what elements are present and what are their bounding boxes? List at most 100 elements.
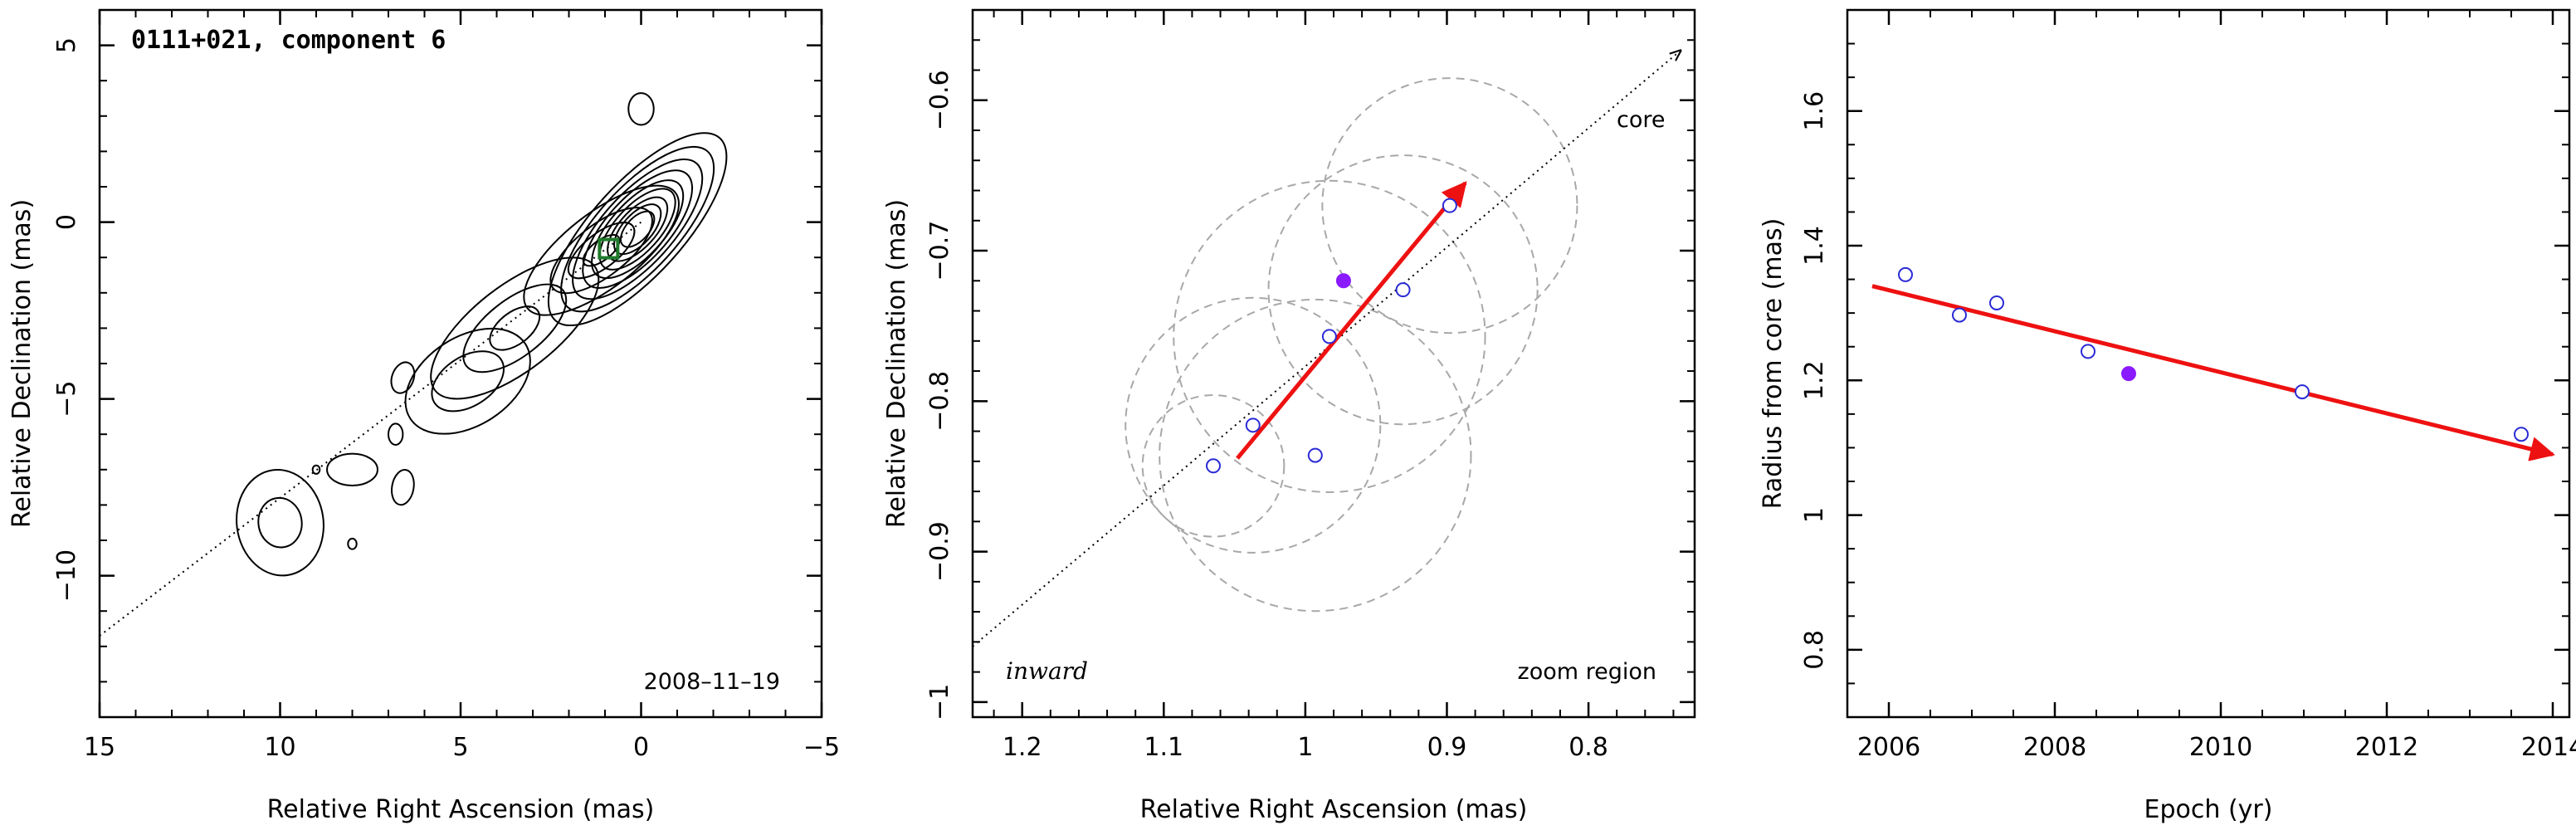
x-tick-label: 2012 xyxy=(2355,733,2418,762)
x-tick-label: 2008 xyxy=(2023,733,2086,762)
data-point xyxy=(2295,384,2310,400)
x-tick-label: 1.2 xyxy=(1003,733,1042,762)
y-tick-label: 0.8 xyxy=(1800,630,1829,670)
data-point xyxy=(2081,344,2095,359)
x-tick-label: 2014 xyxy=(2521,733,2576,762)
contour-level xyxy=(257,496,303,549)
y-tick-label: 1.4 xyxy=(1800,226,1829,266)
x-tick-label: 0.8 xyxy=(1569,733,1608,762)
x-tick-label: 1.1 xyxy=(1144,733,1183,762)
p3-frame xyxy=(1846,8,2571,719)
data-point xyxy=(1952,307,1967,323)
contour-level xyxy=(598,188,676,271)
p3-ticks: 2006 2008 2010 2012 2014 0.8 1 1.2 1.4 1.6 xyxy=(1800,9,2576,762)
x-tick-label: 10 xyxy=(264,733,295,762)
p2-y-axis-label: Relative Declination (mas) xyxy=(882,199,911,528)
p2-points xyxy=(1206,198,1457,474)
p1-frame xyxy=(98,8,823,719)
inward-label: inward xyxy=(1006,657,1088,685)
component-marker xyxy=(598,237,620,260)
error-circle xyxy=(1125,296,1382,554)
data-point xyxy=(1395,282,1411,298)
y-tick-label: 1.2 xyxy=(1800,360,1829,400)
contour-level xyxy=(430,256,600,400)
y-tick-label: −10 xyxy=(52,549,81,602)
x-tick-label: 15 xyxy=(84,733,115,762)
contour-level xyxy=(388,422,404,446)
contour-level xyxy=(326,452,378,486)
x-tick-label: 0.9 xyxy=(1427,733,1467,762)
contour-level xyxy=(404,327,531,435)
data-point-filled xyxy=(2121,366,2136,382)
x-tick-label: 5 xyxy=(452,733,468,762)
p1-x-axis-label: Relative Right Ascension (mas) xyxy=(267,795,655,824)
p1-contours xyxy=(236,92,728,577)
data-point xyxy=(1307,447,1323,463)
data-point xyxy=(1206,458,1221,474)
p1-date-annotation: 2008–11–19 xyxy=(644,669,780,695)
p2-ticks: 1.2 1.1 1 0.9 0.8 −0.6 −0.7 −0.8 −0.9 −1 xyxy=(925,9,1695,762)
contour-level xyxy=(431,350,505,413)
p3-x-axis-label: Epoch (yr) xyxy=(2144,795,2273,824)
panel-zoom-region: 1.2 1.1 1 0.9 0.8 −0.6 −0.7 −0.8 −0.9 −1 core inw… xyxy=(882,8,1696,824)
error-circle xyxy=(1141,393,1286,538)
y-tick-label: 1.6 xyxy=(1800,91,1829,131)
contour-level xyxy=(390,361,416,394)
y-tick-label: −0.8 xyxy=(925,371,954,432)
p1-ticks: 15 10 5 0 −5 5 0 −5 −10 xyxy=(52,9,840,762)
y-tick-label: 0 xyxy=(52,214,81,230)
x-tick-label: 0 xyxy=(633,733,649,762)
p2-fit-arrow xyxy=(1236,181,1467,460)
data-point xyxy=(1442,198,1457,213)
contour-level xyxy=(547,132,728,327)
y-tick-label: −0.9 xyxy=(925,521,954,582)
y-tick-label: −5 xyxy=(52,380,81,417)
error-circle xyxy=(1321,77,1578,334)
contour-level xyxy=(462,283,568,374)
error-circle xyxy=(1267,154,1539,426)
contour-level xyxy=(347,537,358,550)
p2-x-axis-label: Relative Right Ascension (mas) xyxy=(1140,795,1528,824)
contour-level xyxy=(619,210,656,248)
p2-error-circles xyxy=(1125,77,1578,613)
p1-y-axis-label: Relative Declination (mas) xyxy=(7,199,37,528)
contour-level xyxy=(560,145,715,313)
data-point xyxy=(1989,295,2004,310)
p3-y-axis-label: Radius from core (mas) xyxy=(1759,218,1788,510)
data-point xyxy=(1321,329,1337,344)
contour-level xyxy=(549,207,653,295)
core-label: core xyxy=(1617,107,1665,133)
x-tick-label: 1 xyxy=(1297,733,1313,762)
p3-points xyxy=(1898,266,2529,442)
x-tick-label: 2010 xyxy=(2189,733,2252,762)
contour-level xyxy=(523,184,680,316)
error-circle xyxy=(1173,179,1486,494)
y-tick-label: 1 xyxy=(1800,507,1829,523)
p2-frame xyxy=(971,8,1696,719)
data-point xyxy=(1898,266,1913,282)
p1-direction-line xyxy=(99,221,642,637)
p1-title: 0111+021, component 6 xyxy=(131,26,446,55)
contour-level xyxy=(567,222,636,280)
contour-level xyxy=(489,305,541,351)
contour-level xyxy=(391,469,415,506)
y-tick-label: 5 xyxy=(52,37,81,53)
x-tick-label: 2006 xyxy=(1857,733,1920,762)
p3-fit-arrow xyxy=(1871,284,2555,461)
panel-contour-map: 15 10 5 0 −5 5 0 −5 −10 0111+021, component 6 20… xyxy=(7,8,840,824)
data-point-filled xyxy=(1335,273,1351,289)
y-tick-label: −0.7 xyxy=(925,221,954,281)
error-circle xyxy=(1159,298,1472,613)
x-tick-label: −5 xyxy=(803,733,840,762)
contour-level xyxy=(311,464,321,475)
y-tick-label: −1 xyxy=(925,684,954,720)
contour-level xyxy=(236,469,324,577)
contour-level xyxy=(572,158,704,300)
data-point xyxy=(1245,417,1261,433)
y-tick-label: −0.6 xyxy=(925,70,954,130)
contour-level xyxy=(582,169,694,289)
zoom-region-label: zoom region xyxy=(1518,659,1656,685)
data-point xyxy=(2514,427,2529,442)
contour-level xyxy=(627,92,655,126)
